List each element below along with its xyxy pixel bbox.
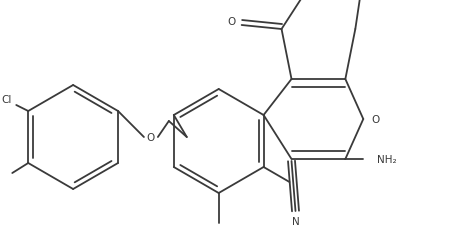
Text: NH₂: NH₂ xyxy=(377,154,396,164)
Text: O: O xyxy=(227,17,235,27)
Text: Cl: Cl xyxy=(1,94,11,105)
Text: O: O xyxy=(370,115,378,125)
Text: O: O xyxy=(147,132,155,142)
Text: N: N xyxy=(291,216,299,226)
